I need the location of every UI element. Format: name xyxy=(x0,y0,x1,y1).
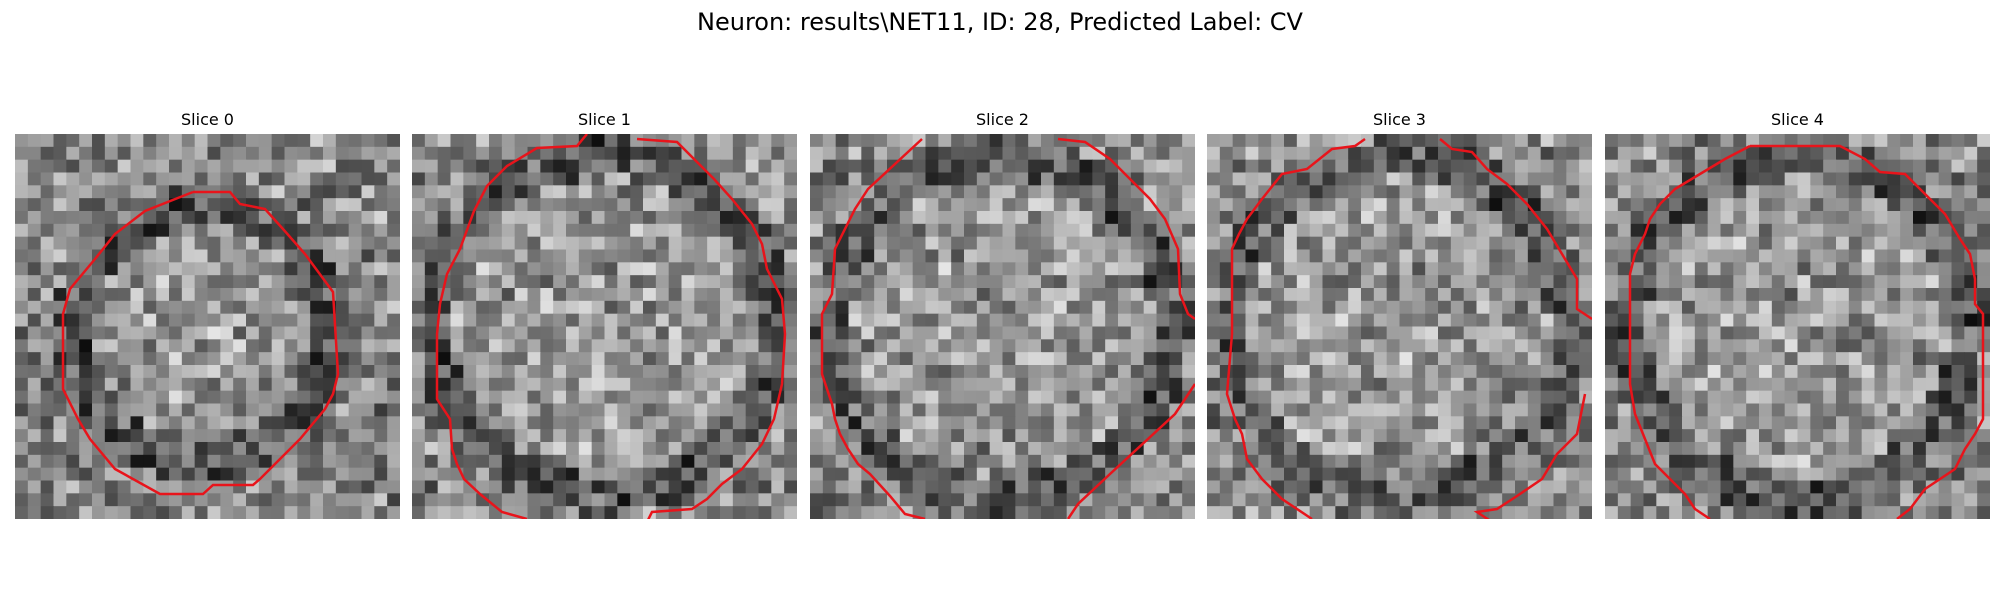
slice-title-0: Slice 0 xyxy=(181,110,234,129)
cell-contour xyxy=(435,134,588,519)
cell-contour xyxy=(61,190,340,496)
pixel-grid xyxy=(1207,134,1592,519)
slice-panel-3: Slice 3 xyxy=(1207,104,1592,524)
pixel-grid xyxy=(412,134,797,519)
slice-image-2 xyxy=(810,134,1195,519)
slice-image-0 xyxy=(15,134,400,519)
slice-title-3: Slice 3 xyxy=(1373,110,1426,129)
slice-image-1 xyxy=(412,134,797,519)
slice-image-4 xyxy=(1605,134,1990,519)
pixel-grid xyxy=(810,134,1195,519)
cell-contour xyxy=(1628,144,1751,519)
cell-contour xyxy=(820,138,926,519)
cell-contour xyxy=(636,137,787,519)
pixel-grid xyxy=(15,134,400,519)
cell-contour xyxy=(1439,138,1592,321)
slice-image-3 xyxy=(1207,134,1592,519)
slice-panel-0: Slice 0 xyxy=(15,104,400,524)
slice-panel-2: Slice 2 xyxy=(810,104,1195,524)
cell-contour xyxy=(1066,383,1195,519)
slice-title-2: Slice 2 xyxy=(976,110,1029,129)
cell-contour xyxy=(1473,393,1587,519)
slice-title-4: Slice 4 xyxy=(1771,110,1824,129)
cell-contour xyxy=(1750,144,1985,519)
slice-panel-1: Slice 1 xyxy=(412,104,797,524)
cell-contour xyxy=(1225,137,1366,519)
slice-title-1: Slice 1 xyxy=(578,110,631,129)
figure-title: Neuron: results\NET11, ID: 28, Predicted… xyxy=(697,8,1303,36)
pixel-grid xyxy=(1605,134,1990,519)
cell-contour xyxy=(1057,137,1195,321)
slice-panel-4: Slice 4 xyxy=(1605,104,1990,524)
